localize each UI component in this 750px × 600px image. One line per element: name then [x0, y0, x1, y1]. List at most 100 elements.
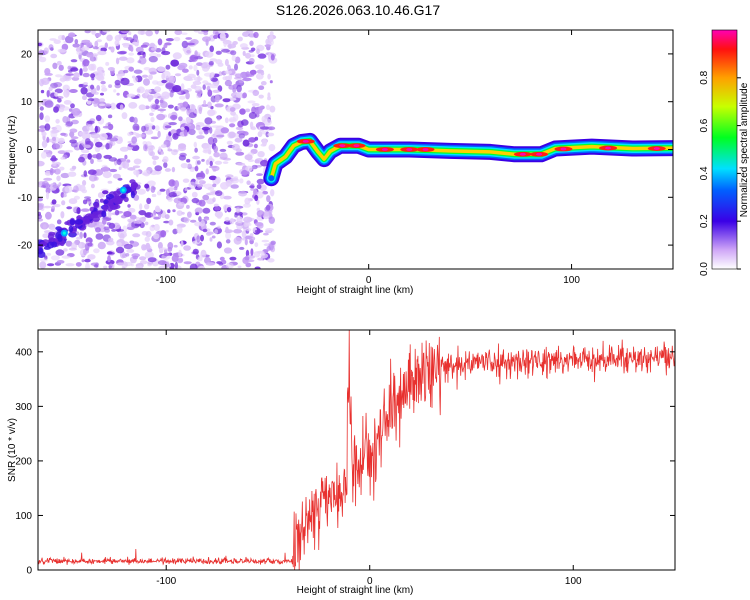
- y-tick-label: -20: [18, 241, 33, 252]
- heatmap-noise-blob: [145, 230, 152, 238]
- heatmap-noise-blob: [43, 177, 53, 181]
- heatmap-noise-blob: [63, 100, 72, 105]
- heatmap-noise-blob: [223, 247, 233, 254]
- heatmap-noise-blob: [94, 125, 101, 133]
- heatmap-noise-blob: [111, 229, 117, 232]
- heatmap-noise-blob: [82, 66, 88, 72]
- heatmap-noise-blob: [182, 68, 189, 73]
- heatmap-noise-blob: [213, 145, 218, 153]
- heatmap-noise-blob: [185, 92, 190, 100]
- heatmap-noise-blob: [251, 164, 258, 170]
- heatmap-noise-blob: [42, 224, 47, 230]
- heatmap-noise-blob: [38, 42, 43, 47]
- heatmap-noise-blob: [164, 214, 170, 220]
- heatmap-noise-blob: [223, 41, 227, 48]
- heatmap-noise-blob: [154, 98, 160, 105]
- heatmap-noise-blob: [187, 163, 192, 170]
- heatmap-noise-blob: [253, 143, 258, 149]
- heatmap-noise-blob: [71, 119, 79, 125]
- heatmap-noise-blob: [132, 165, 141, 169]
- heatmap-noise-blob: [83, 144, 91, 149]
- heatmap-noise-blob: [116, 242, 122, 247]
- heatmap-noise-blob: [216, 261, 223, 265]
- heatmap-noise-blob: [208, 175, 217, 181]
- colorbar-tick-label: 0.8: [699, 70, 710, 84]
- heatmap-noise-blob: [207, 109, 216, 117]
- heatmap-noise-blob: [64, 149, 74, 153]
- heatmap-noise-blob: [244, 238, 248, 246]
- heatmap-noise-blob: [76, 50, 83, 55]
- heatmap-noise-blob: [41, 77, 50, 85]
- heatmap-noise-blob: [234, 137, 243, 143]
- heatmap-noise-blob: [38, 100, 42, 107]
- heatmap-noise-blob: [181, 40, 189, 49]
- heatmap-noise-blob: [97, 192, 104, 199]
- track-blob: [114, 194, 120, 199]
- heatmap-noise-blob: [195, 124, 201, 131]
- x-tick-label: 0: [366, 275, 372, 286]
- heatmap-noise-blob: [110, 102, 116, 110]
- heatmap-noise-blob: [102, 218, 107, 225]
- heatmap-noise-blob: [256, 191, 264, 199]
- heatmap-noise-blob: [199, 131, 203, 135]
- heatmap-noise-blob: [170, 59, 180, 67]
- heatmap-noise-blob: [203, 31, 209, 36]
- heatmap-noise-blob: [202, 84, 206, 90]
- colorbar: 0.0 0.2 0.4 0.6 0.8 Normalized spectral ampl…: [699, 29, 750, 276]
- heatmap-noise-blob: [44, 115, 51, 123]
- heatmap-noise-blob: [248, 137, 256, 143]
- heatmap-noise-blob: [244, 256, 250, 261]
- heatmap-noise-blob: [53, 82, 63, 88]
- heatmap-noise-blob: [226, 207, 232, 213]
- heatmap-noise-blob: [123, 44, 130, 48]
- heatmap-noise-blob: [172, 52, 182, 60]
- heatmap-noise-blob: [150, 136, 159, 140]
- heatmap-noise-blob: [270, 54, 275, 61]
- heatmap-noise-blob: [65, 73, 74, 76]
- heatmap-noise-blob: [173, 37, 181, 42]
- heatmap-noise-blob: [78, 156, 85, 163]
- track-bright-core: [62, 231, 66, 235]
- heatmap-noise-layer: [38, 30, 278, 269]
- heatmap-noise-blob: [81, 189, 88, 194]
- heatmap-noise-blob: [122, 161, 130, 169]
- heatmap-noise-blob: [65, 121, 74, 127]
- heatmap-noise-blob: [116, 73, 125, 77]
- heatmap-noise-blob: [219, 148, 227, 152]
- heatmap-noise-blob: [86, 124, 94, 131]
- heatmap-noise-blob: [93, 91, 99, 95]
- heatmap-noise-blob: [137, 60, 142, 64]
- heatmap-noise-blob: [167, 104, 174, 109]
- ridge-hotspot-core: [422, 148, 429, 151]
- heatmap-noise-blob: [242, 139, 250, 147]
- heatmap-noise-blob: [189, 263, 198, 269]
- heatmap-noise-blob: [114, 79, 121, 86]
- heatmap-noise-blob: [250, 54, 255, 58]
- heatmap-noise-blob: [184, 123, 192, 127]
- heatmap-noise-blob: [139, 55, 144, 59]
- heatmap-noise-blob: [252, 89, 260, 96]
- heatmap-noise-blob: [152, 160, 157, 166]
- heatmap-noise-blob: [95, 227, 101, 233]
- heatmap-noise-blob: [172, 209, 176, 213]
- heatmap-noise-blob: [68, 108, 73, 112]
- heatmap-noise-blob: [215, 50, 222, 55]
- heatmap-noise-blob: [107, 210, 112, 218]
- heatmap-noise-blob: [99, 198, 104, 203]
- heatmap-noise-blob: [197, 256, 203, 262]
- y-tick-label: 0: [26, 566, 32, 577]
- heatmap-noise-blob: [229, 256, 237, 261]
- heatmap-noise-blob: [144, 123, 154, 128]
- heatmap-noise-blob: [45, 211, 52, 220]
- heatmap-noise-blob: [221, 48, 230, 53]
- heatmap-noise-blob: [254, 64, 264, 70]
- heatmap-noise-blob: [201, 62, 208, 69]
- heatmap-noise-blob: [70, 103, 75, 109]
- heatmap-noise-blob: [181, 32, 188, 35]
- heatmap-noise-blob: [38, 214, 43, 220]
- heatmap-noise-blob: [258, 122, 265, 128]
- heatmap-noise-blob: [107, 123, 114, 131]
- heatmap-noise-blob: [197, 160, 201, 165]
- heatmap-noise-blob: [269, 35, 274, 43]
- heatmap-noise-blob: [119, 104, 124, 111]
